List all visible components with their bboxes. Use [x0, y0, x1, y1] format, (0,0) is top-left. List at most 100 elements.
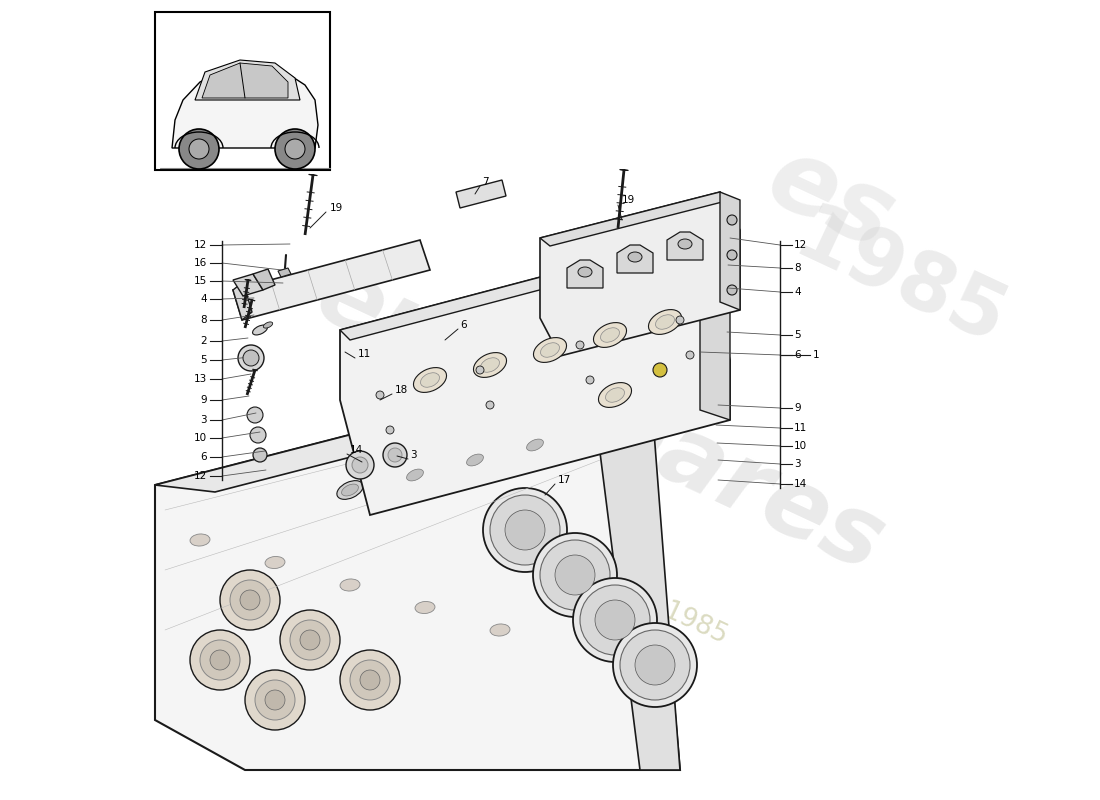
Ellipse shape: [407, 469, 424, 481]
Text: 2: 2: [200, 336, 207, 346]
Circle shape: [586, 376, 594, 384]
Circle shape: [250, 427, 266, 443]
Ellipse shape: [265, 557, 285, 569]
Ellipse shape: [578, 267, 592, 277]
Polygon shape: [540, 192, 730, 246]
Ellipse shape: [253, 325, 267, 335]
Circle shape: [490, 495, 560, 565]
Ellipse shape: [527, 439, 543, 451]
Circle shape: [245, 670, 305, 730]
Ellipse shape: [678, 239, 692, 249]
Text: 3: 3: [410, 450, 417, 460]
Ellipse shape: [481, 358, 499, 372]
Text: 14: 14: [350, 445, 363, 455]
Text: 4: 4: [200, 294, 207, 304]
Ellipse shape: [462, 450, 488, 470]
Ellipse shape: [594, 322, 627, 347]
Circle shape: [595, 600, 635, 640]
Circle shape: [620, 630, 690, 700]
Circle shape: [613, 623, 697, 707]
Ellipse shape: [601, 328, 619, 342]
Ellipse shape: [628, 252, 642, 262]
Circle shape: [253, 448, 267, 462]
Circle shape: [727, 250, 737, 260]
Circle shape: [486, 401, 494, 409]
Ellipse shape: [649, 310, 682, 334]
Text: 4: 4: [794, 287, 801, 297]
Ellipse shape: [473, 353, 506, 378]
Ellipse shape: [490, 624, 510, 636]
Text: 19: 19: [330, 203, 343, 213]
Circle shape: [573, 578, 657, 662]
Circle shape: [350, 660, 390, 700]
Polygon shape: [195, 60, 300, 100]
Ellipse shape: [540, 342, 560, 358]
Text: 9: 9: [794, 403, 801, 413]
Ellipse shape: [598, 382, 631, 407]
Circle shape: [346, 451, 374, 479]
Text: 13: 13: [194, 374, 207, 384]
Polygon shape: [253, 269, 275, 290]
Text: 9: 9: [200, 395, 207, 405]
Polygon shape: [456, 180, 506, 208]
Ellipse shape: [342, 484, 359, 496]
Text: 8: 8: [794, 263, 801, 273]
Circle shape: [386, 426, 394, 434]
Circle shape: [200, 640, 240, 680]
Circle shape: [727, 215, 737, 225]
Text: 12: 12: [794, 240, 807, 250]
Circle shape: [534, 533, 617, 617]
Ellipse shape: [605, 388, 625, 402]
Text: 3: 3: [200, 415, 207, 425]
Text: 1: 1: [813, 350, 820, 360]
Circle shape: [189, 139, 209, 159]
Ellipse shape: [190, 534, 210, 546]
Circle shape: [505, 510, 544, 550]
Text: 6: 6: [794, 350, 801, 360]
Circle shape: [285, 139, 305, 159]
Circle shape: [360, 670, 379, 690]
Polygon shape: [340, 235, 710, 340]
Text: 18: 18: [395, 385, 408, 395]
Text: eurospares: eurospares: [301, 248, 899, 592]
Text: 1985: 1985: [782, 198, 1018, 362]
Circle shape: [190, 630, 250, 690]
Text: 10: 10: [194, 433, 207, 443]
Circle shape: [556, 555, 595, 595]
Circle shape: [210, 650, 230, 670]
Circle shape: [230, 580, 270, 620]
Ellipse shape: [420, 373, 440, 387]
Circle shape: [300, 630, 320, 650]
Ellipse shape: [466, 454, 483, 466]
Circle shape: [238, 345, 264, 371]
Text: 11: 11: [358, 349, 372, 359]
Ellipse shape: [402, 466, 428, 484]
Ellipse shape: [521, 436, 548, 454]
Text: a passion online since 1985: a passion online since 1985: [388, 470, 732, 650]
Circle shape: [275, 129, 315, 169]
Text: 12: 12: [194, 471, 207, 481]
Polygon shape: [155, 373, 650, 492]
Polygon shape: [617, 245, 653, 273]
Ellipse shape: [263, 322, 273, 328]
Polygon shape: [278, 268, 292, 277]
Circle shape: [220, 570, 280, 630]
Polygon shape: [233, 274, 263, 296]
Circle shape: [476, 366, 484, 374]
Polygon shape: [700, 235, 730, 420]
Ellipse shape: [340, 579, 360, 591]
Circle shape: [265, 690, 285, 710]
Bar: [155, 12, 330, 170]
Polygon shape: [233, 240, 430, 320]
Polygon shape: [155, 373, 680, 770]
Text: 19: 19: [621, 195, 636, 205]
Polygon shape: [667, 232, 703, 260]
Circle shape: [576, 341, 584, 349]
Circle shape: [483, 488, 566, 572]
Circle shape: [686, 351, 694, 359]
Polygon shape: [309, 174, 317, 176]
Polygon shape: [202, 63, 288, 98]
Polygon shape: [540, 192, 740, 356]
Text: 10: 10: [794, 441, 807, 451]
Ellipse shape: [534, 338, 566, 362]
